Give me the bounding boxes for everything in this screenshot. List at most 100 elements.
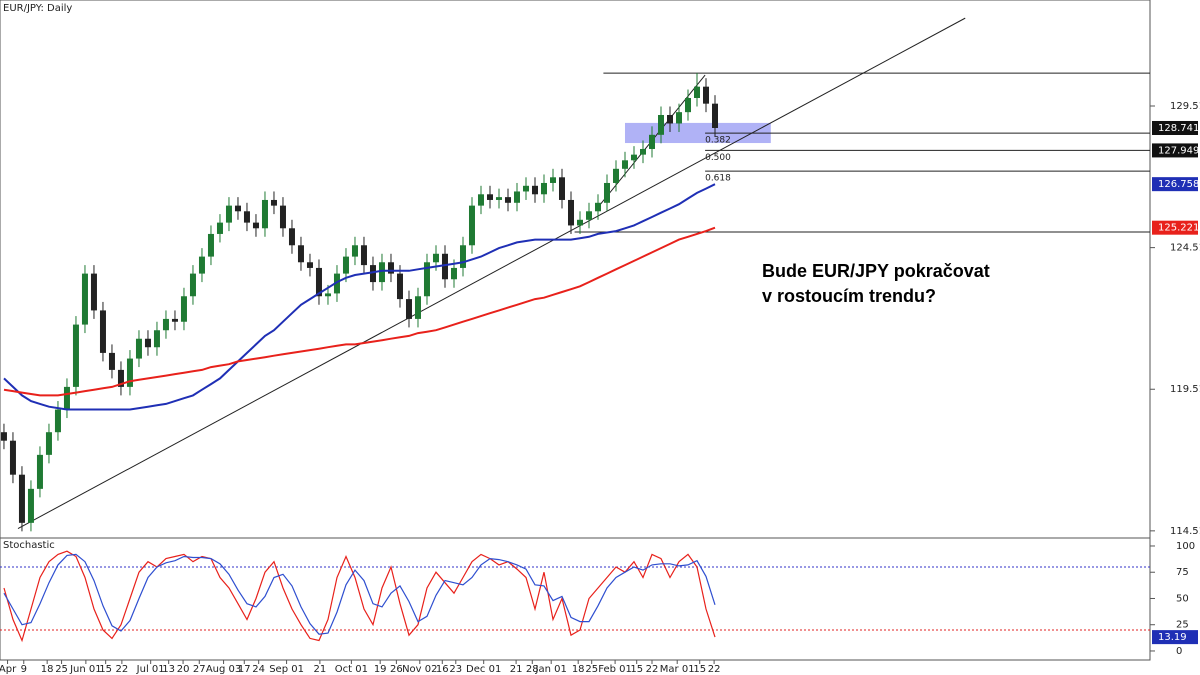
price-label: 126.758 <box>1158 179 1199 190</box>
candle-body <box>513 191 520 203</box>
y-tick-label: 0 <box>1176 646 1182 657</box>
candle-body <box>549 177 556 183</box>
candle-body <box>486 194 493 200</box>
candle-body <box>522 185 529 192</box>
x-tick-label: Aug 03 <box>206 664 241 675</box>
moving-average <box>3 183 716 411</box>
candle-body <box>18 474 25 523</box>
candle-body <box>378 262 385 283</box>
candle-body <box>315 267 322 297</box>
price-label: 13.19 <box>1158 632 1187 643</box>
candle-body <box>162 318 169 331</box>
candle-body <box>288 228 295 246</box>
y-tick-label: 50 <box>1176 593 1189 604</box>
candle-body <box>306 262 313 268</box>
candle-body <box>540 182 547 195</box>
x-tick-label: 22 <box>708 664 721 675</box>
candle-body <box>108 352 115 370</box>
candle-body <box>477 194 484 206</box>
x-tick-label: 17 <box>238 664 251 675</box>
y-tick-label: 129.517 <box>1170 101 1200 112</box>
x-tick-label: Jul 01 <box>136 664 165 675</box>
candle-body <box>676 112 683 124</box>
x-tick-label: 26 <box>390 664 403 675</box>
candle-body <box>36 454 43 489</box>
x-tick-label: 18 <box>572 664 585 675</box>
candle-body <box>612 168 619 183</box>
x-tick-label: Feb 01 <box>598 664 632 675</box>
x-tick-label: 13 <box>162 664 175 675</box>
x-tick-label: 22 <box>116 664 129 675</box>
candle-body <box>279 205 286 229</box>
x-tick-label: 18 <box>41 664 54 675</box>
price-label: 127.949 <box>1158 145 1199 156</box>
candle-body <box>468 205 475 246</box>
candle-body <box>387 262 394 274</box>
x-tick-label: Jun 01 <box>69 664 102 675</box>
moving-average <box>3 226 716 397</box>
candle-body <box>576 219 583 226</box>
candle-body <box>261 199 268 229</box>
x-tick-label: 25 <box>585 664 598 675</box>
trendline <box>17 17 966 529</box>
price-box <box>1152 630 1198 645</box>
candle-body <box>594 202 601 212</box>
x-tick-label: 23 <box>449 664 462 675</box>
candle-body <box>351 245 358 257</box>
x-tick-label: Nov 02 <box>402 664 437 675</box>
candle-body <box>171 318 178 322</box>
candle-body <box>423 262 430 297</box>
level-label: 0.618 <box>705 174 731 184</box>
candle-body <box>198 256 205 274</box>
level-label: 0.382 <box>705 136 731 146</box>
candle-body <box>243 211 250 223</box>
price-label: 128.741 <box>1158 123 1199 134</box>
candle-body <box>297 245 304 263</box>
candle-body <box>694 86 701 98</box>
x-tick-label: 21 <box>510 664 523 675</box>
stochastic-line <box>3 550 716 643</box>
candle-body <box>567 199 574 226</box>
candle-body <box>207 233 214 257</box>
x-tick-label: Apr <box>0 664 17 675</box>
x-tick-label: 20 <box>177 664 190 675</box>
candle-body <box>333 273 340 294</box>
candle-body <box>153 330 160 348</box>
candle-body <box>180 296 187 322</box>
x-tick-label: 19 <box>374 664 387 675</box>
candle-body <box>342 256 349 274</box>
candle-body <box>90 273 97 311</box>
candle-body <box>621 160 628 169</box>
candle-body <box>270 199 277 206</box>
candle-body <box>324 293 331 297</box>
candle-body <box>639 148 646 155</box>
candle-body <box>216 222 223 234</box>
frame <box>0 0 1151 661</box>
annotation: Bude EUR/JPY pokračovat <box>762 261 990 281</box>
annotation: v rostoucím trendu? <box>762 286 936 306</box>
x-tick-label: 9 <box>21 664 27 675</box>
candle-body <box>414 296 421 319</box>
candle-body <box>0 432 7 441</box>
y-tick-label: 119.517 <box>1170 384 1200 395</box>
x-tick-label: 28 <box>526 664 539 675</box>
candle-body <box>531 185 538 195</box>
y-tick-label: 114.517 <box>1170 526 1200 537</box>
price-box <box>1152 220 1198 235</box>
candle-body <box>504 197 511 203</box>
y-tick-label: 75 <box>1176 567 1189 578</box>
pane-title: Stochastic <box>3 540 55 551</box>
x-tick-label: 27 <box>193 664 206 675</box>
price-box <box>1152 120 1198 135</box>
candle-body <box>72 324 79 387</box>
candle-body <box>685 97 692 113</box>
candle-body <box>459 245 466 268</box>
candle-body <box>558 177 565 200</box>
candle-body <box>360 245 367 266</box>
candle-body <box>630 154 637 161</box>
candle-body <box>9 440 16 475</box>
candle-body <box>27 488 34 523</box>
candle-body <box>144 338 151 348</box>
x-tick-label: 24 <box>252 664 265 675</box>
